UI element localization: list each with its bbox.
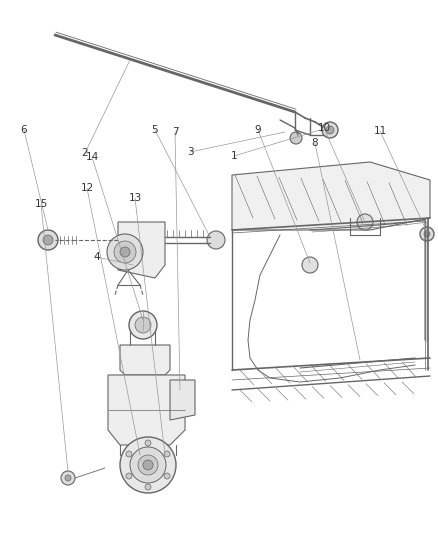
Circle shape xyxy=(164,451,170,457)
Polygon shape xyxy=(108,375,185,445)
Circle shape xyxy=(302,257,318,273)
Text: 11: 11 xyxy=(373,126,387,136)
Text: 8: 8 xyxy=(312,138,318,148)
Text: 13: 13 xyxy=(128,193,141,203)
Circle shape xyxy=(107,234,143,270)
Circle shape xyxy=(357,214,373,230)
Circle shape xyxy=(129,311,157,339)
Circle shape xyxy=(138,455,158,475)
Circle shape xyxy=(135,317,151,333)
Circle shape xyxy=(43,235,53,245)
Circle shape xyxy=(126,451,132,457)
Circle shape xyxy=(126,473,132,479)
Circle shape xyxy=(322,122,338,138)
Circle shape xyxy=(145,484,151,490)
Circle shape xyxy=(38,230,58,250)
Text: 5: 5 xyxy=(152,125,158,135)
Text: 14: 14 xyxy=(85,152,99,162)
Text: 1: 1 xyxy=(231,151,237,161)
Text: 9: 9 xyxy=(254,125,261,135)
Text: 2: 2 xyxy=(82,148,88,158)
Circle shape xyxy=(420,227,434,241)
Text: 3: 3 xyxy=(187,147,193,157)
Circle shape xyxy=(120,247,130,257)
Polygon shape xyxy=(170,380,195,420)
Text: 6: 6 xyxy=(21,125,27,135)
Circle shape xyxy=(143,460,153,470)
Circle shape xyxy=(164,473,170,479)
Text: 10: 10 xyxy=(318,123,331,133)
Polygon shape xyxy=(232,162,430,230)
Text: 4: 4 xyxy=(94,252,100,262)
Circle shape xyxy=(290,132,302,144)
Polygon shape xyxy=(120,345,170,375)
Polygon shape xyxy=(118,222,165,278)
Circle shape xyxy=(145,440,151,446)
Circle shape xyxy=(65,475,71,481)
Circle shape xyxy=(120,437,176,493)
Circle shape xyxy=(207,231,225,249)
Circle shape xyxy=(424,231,430,237)
Text: 12: 12 xyxy=(81,183,94,193)
Circle shape xyxy=(130,447,166,483)
Circle shape xyxy=(326,126,334,134)
Text: 7: 7 xyxy=(172,127,178,137)
Circle shape xyxy=(114,241,136,263)
Text: 15: 15 xyxy=(34,199,48,209)
Circle shape xyxy=(61,471,75,485)
